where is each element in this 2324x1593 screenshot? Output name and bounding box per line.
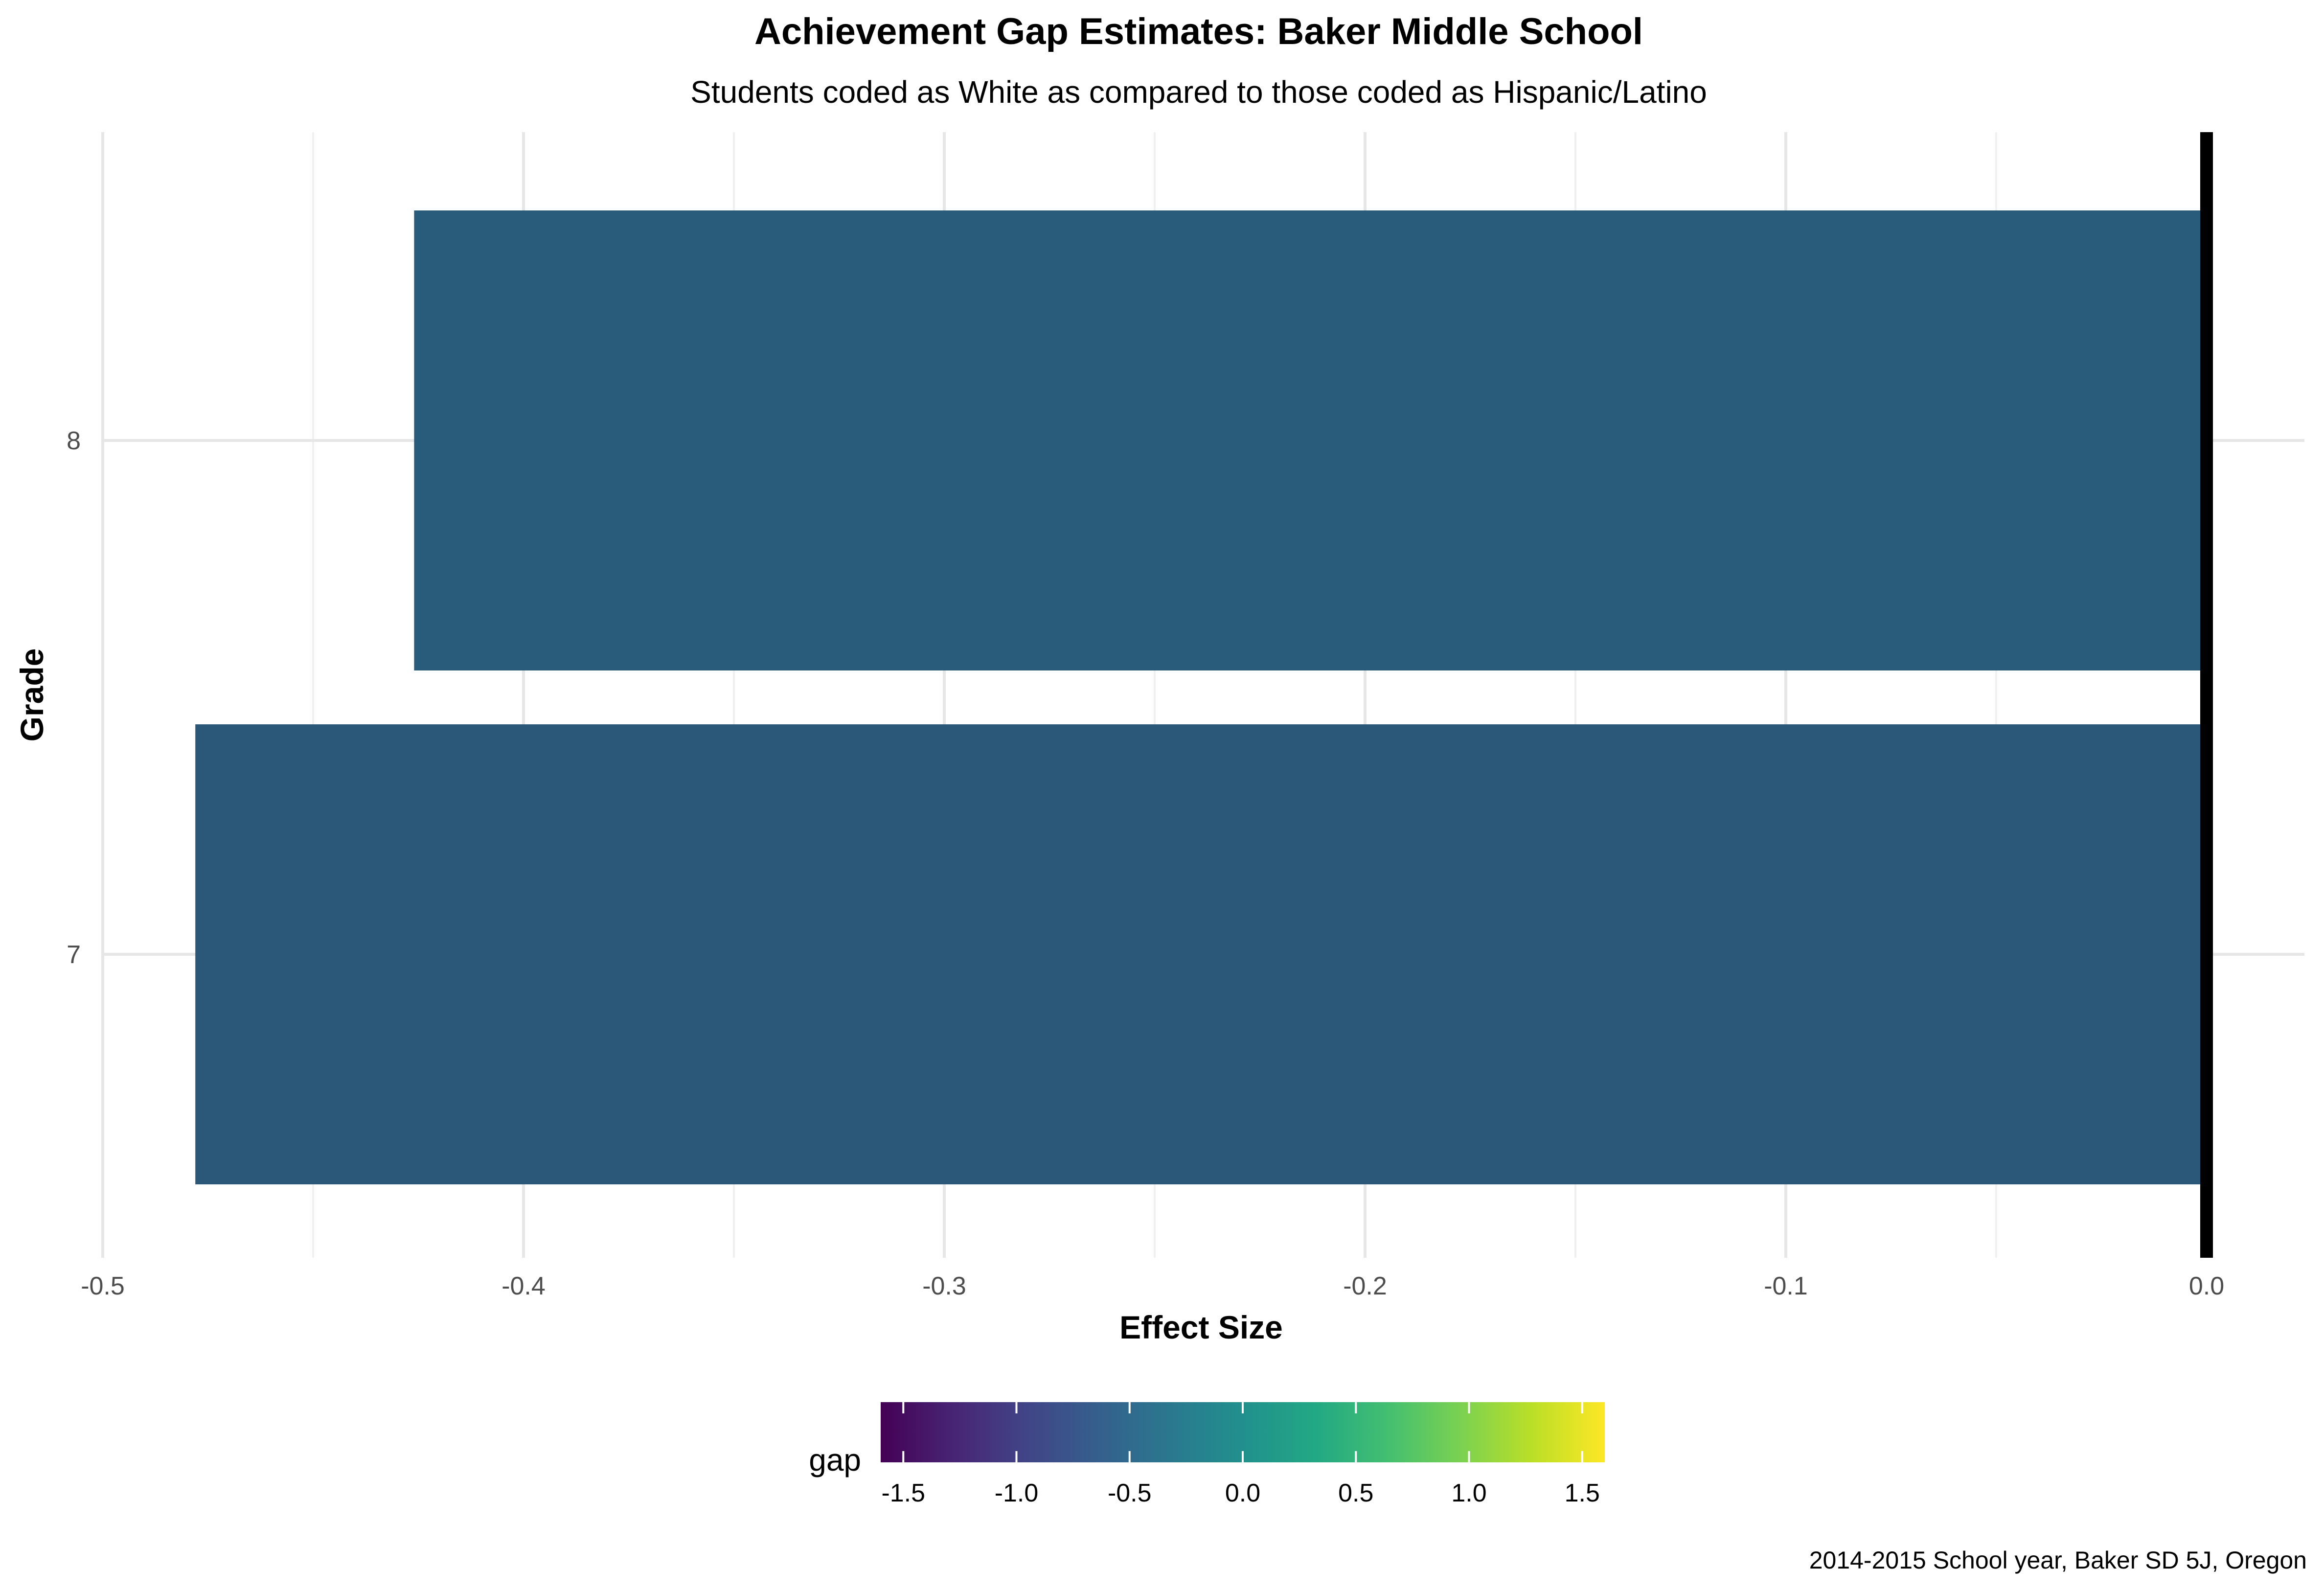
chart-subtitle: Students coded as White as compared to t… bbox=[690, 74, 1707, 110]
legend-tick-label: -1.5 bbox=[881, 1479, 925, 1507]
x-axis-label: Effect Size bbox=[1119, 1309, 1283, 1345]
x-tick-label: -0.5 bbox=[81, 1272, 125, 1300]
legend-tick-label: 0.0 bbox=[1225, 1479, 1260, 1507]
legend-ticks: -1.5 -1.0 -0.5 0.0 0.5 1.0 1.5 bbox=[881, 1402, 1600, 1507]
legend-tick-label: 1.5 bbox=[1565, 1479, 1600, 1507]
legend-tick-label: -0.5 bbox=[1108, 1479, 1152, 1507]
legend-tick-label: -1.0 bbox=[995, 1479, 1039, 1507]
x-tick-label: -0.1 bbox=[1764, 1272, 1808, 1300]
y-tick-label: 7 bbox=[67, 941, 81, 969]
bars-group bbox=[195, 210, 2207, 1184]
chart-caption: 2014-2015 School year, Baker SD 5J, Oreg… bbox=[1809, 1547, 2307, 1574]
x-tick-label: -0.3 bbox=[922, 1272, 966, 1300]
x-axis-ticks: -0.5 -0.4 -0.3 -0.2 -0.1 0.0 bbox=[81, 1272, 2224, 1300]
legend-title: gap bbox=[809, 1442, 861, 1478]
legend-tick-label: 1.0 bbox=[1451, 1479, 1486, 1507]
bar-grade-8 bbox=[414, 210, 2207, 670]
y-tick-label: 8 bbox=[67, 427, 81, 455]
bar-grade-7 bbox=[195, 724, 2207, 1184]
color-legend: gap -1.5 -1.0 -0.5 0.0 0.5 1.0 1.5 bbox=[809, 1402, 1605, 1507]
legend-tick-label: 0.5 bbox=[1338, 1479, 1373, 1507]
x-tick-label: 0.0 bbox=[2189, 1272, 2224, 1300]
chart-title: Achievement Gap Estimates: Baker Middle … bbox=[754, 11, 1643, 52]
y-axis-ticks: 78 bbox=[67, 427, 81, 969]
x-tick-label: -0.2 bbox=[1343, 1272, 1387, 1300]
x-tick-label: -0.4 bbox=[501, 1272, 546, 1300]
y-axis-label: Grade bbox=[14, 648, 50, 742]
